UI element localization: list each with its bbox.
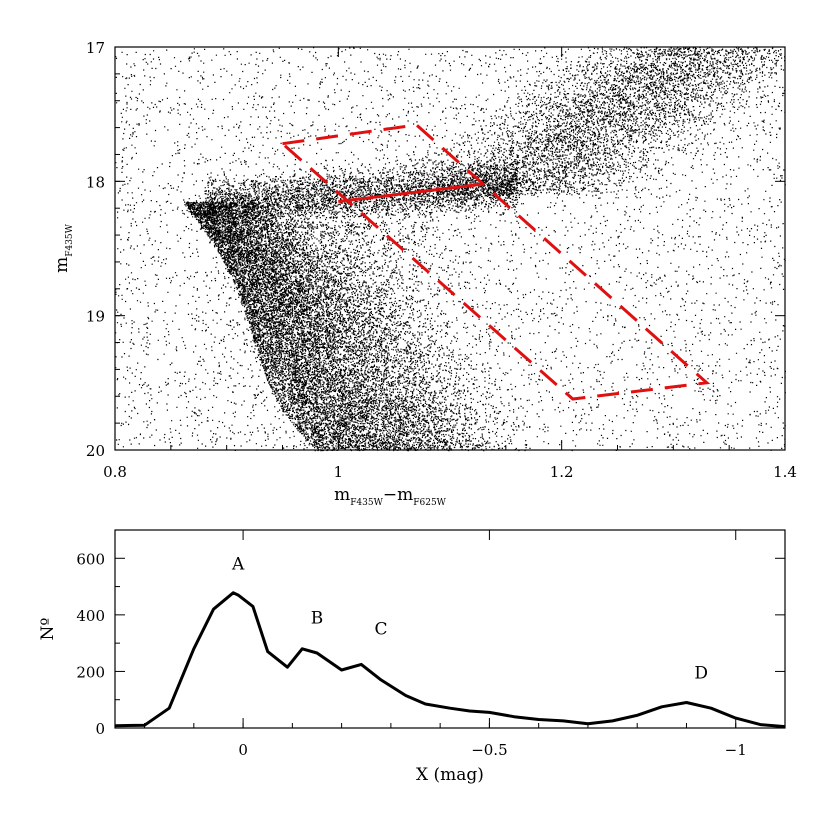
cmd-x-tick-label: 0.8 — [103, 463, 127, 481]
histogram-panel: 0 −0.5 −1 0 200 400 600 A B C D X (mag) Nº — [38, 529, 786, 785]
star-point-cloud — [115, 47, 786, 452]
histogram-y-tick-label: 600 — [76, 550, 105, 568]
cmd-y-tick-label: 20 — [86, 442, 105, 460]
cmd-x-axis-label: mF435W−mF625W — [334, 485, 447, 508]
reference-line — [338, 182, 484, 203]
histogram-y-tick-label: 400 — [76, 607, 105, 625]
histogram-x-tick-label: 0 — [238, 741, 248, 759]
cmd-x-tick-label: 1.4 — [773, 463, 797, 481]
cmd-y-tick-label: 17 — [86, 39, 105, 57]
cmd-y-tick-label: 19 — [86, 308, 105, 326]
histogram-y-tick-label: 200 — [76, 663, 105, 681]
peak-label-c: C — [375, 620, 388, 640]
histogram-y-axis-label: Nº — [38, 618, 58, 641]
histogram-x-tick-label: −1 — [725, 741, 747, 759]
peak-annotations: A B C D — [231, 555, 708, 684]
cmd-y-axis-label: mF435W — [52, 223, 75, 273]
selection-box — [279, 123, 711, 401]
cmd-x-tick-label: 1.2 — [550, 463, 574, 481]
cmd-y-tick-label: 18 — [86, 173, 105, 191]
histogram-curve — [114, 591, 786, 729]
cmd-star-points — [115, 47, 786, 452]
histogram-x-axis-label: X (mag) — [416, 765, 484, 785]
peak-label-d: D — [694, 664, 708, 684]
histogram-plot-frame — [114, 529, 786, 729]
cmd-x-tick-label: 1 — [334, 463, 344, 481]
histogram-ticks: 0 −0.5 −1 0 200 400 600 — [76, 530, 786, 759]
peak-label-a: A — [231, 555, 245, 575]
cmd-ticks: 0.8 1 1.2 1.4 17 18 19 20 — [86, 39, 797, 481]
histogram-y-tick-label: 0 — [95, 720, 105, 738]
peak-label-b: B — [311, 608, 324, 628]
histogram-x-tick-label: −0.5 — [471, 741, 507, 759]
cmd-panel: 0.8 1 1.2 1.4 17 18 19 20 mF435W−mF625W mF435W — [52, 39, 797, 508]
